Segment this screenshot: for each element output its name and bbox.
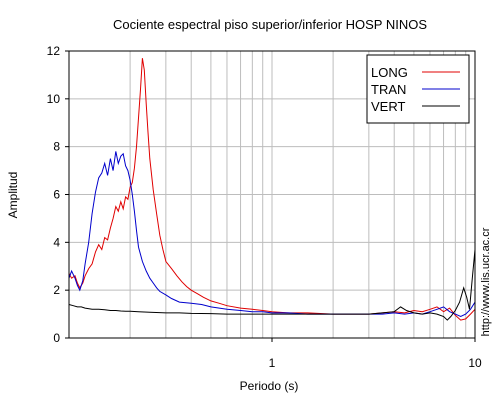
x-axis-label: Periodo (s) — [240, 379, 299, 393]
legend-label-tran: TRAN — [371, 82, 406, 97]
y-tick-label: 12 — [47, 44, 61, 58]
x-tick-label: 1 — [269, 356, 276, 370]
series-line-tran — [68, 151, 476, 318]
legend-label-vert: VERT — [371, 99, 405, 114]
series-line-long — [68, 58, 476, 321]
y-tick-label: 4 — [53, 235, 60, 249]
ticks: 0 2 4 6 8 10 12 1 10 — [47, 44, 482, 370]
y-tick-label: 8 — [53, 140, 60, 154]
y-tick-label: 0 — [53, 331, 60, 345]
y-tick-label: 6 — [53, 188, 60, 202]
x-tick-label: 10 — [468, 356, 482, 370]
chart-title: Cociente espectral piso superior/inferio… — [113, 17, 427, 32]
y-tick-label: 10 — [47, 92, 61, 106]
y-tick-label: 2 — [53, 283, 60, 297]
y-axis-label: Amplitud — [6, 172, 20, 219]
credit-url: http://www.lis.ucr.ac.cr — [480, 227, 492, 336]
series-line-vert — [68, 249, 476, 321]
legend-label-long: LONG — [371, 65, 408, 80]
series-layer — [68, 58, 476, 321]
legend: LONG TRAN VERT — [366, 54, 470, 124]
legend-box — [366, 54, 470, 124]
